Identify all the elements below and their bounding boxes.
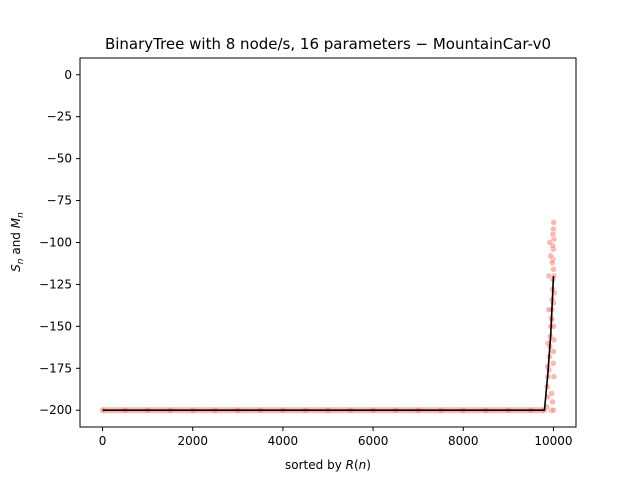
x-tick-label: 6000 [358,434,389,448]
data-point [550,373,558,380]
x-axis-label: sorted by R(n) [285,458,371,472]
y-axis-ticks: 0 −25 −50 −75 −100 −125 −150 −175 −200 [39,68,80,417]
x-axis-label-arg: n [359,458,367,472]
data-point [550,266,557,273]
y-axis-label-s: S [9,264,23,272]
plot-area [80,58,576,427]
y-axis-label-and: and [9,228,23,258]
x-tick-label: 2000 [177,434,208,448]
chart-title: BinaryTree with 8 node/s, 16 parameters … [105,35,551,53]
data-point [546,239,554,246]
data-point [547,252,554,260]
y-axis-label-m-sub: n [16,212,26,218]
x-axis-label-suffix: ( [354,458,359,472]
y-tick-label: −125 [39,277,72,291]
data-point [545,272,553,280]
data-point [549,398,556,406]
x-axis-ticks: 0 2000 4000 6000 8000 10000 [99,427,573,448]
data-point [545,306,552,313]
data-point [550,219,557,226]
x-axis-label-prefix: sorted by [285,458,346,472]
y-tick-label: −100 [39,236,72,250]
data-point [550,348,557,355]
x-axis-label-close: ) [366,458,371,472]
data-point [550,336,558,344]
x-tick-label: 8000 [448,434,479,448]
data-point [548,390,555,397]
data-point [549,230,557,238]
y-tick-label: 0 [64,68,72,82]
data-point [550,406,557,414]
y-tick-label: −25 [47,110,72,124]
y-tick-label: −150 [39,319,72,333]
data-point [549,259,556,266]
y-tick-label: −75 [47,194,72,208]
data-point [549,360,557,367]
y-axis-label-m: M [9,217,23,228]
mean-line-layer [102,276,555,412]
y-tick-label: −175 [39,361,72,375]
y-axis-label: Sn and Mn [9,212,26,272]
y-tick-label: −200 [39,403,72,417]
y-axis-label-s-sub: n [16,258,26,264]
y-tick-label: −50 [47,152,72,166]
x-axis-label-var: R [346,458,354,472]
x-tick-label: 10000 [534,434,572,448]
x-tick-label: 4000 [268,434,299,448]
x-tick-label: 0 [99,434,107,448]
mean-line [102,276,555,412]
